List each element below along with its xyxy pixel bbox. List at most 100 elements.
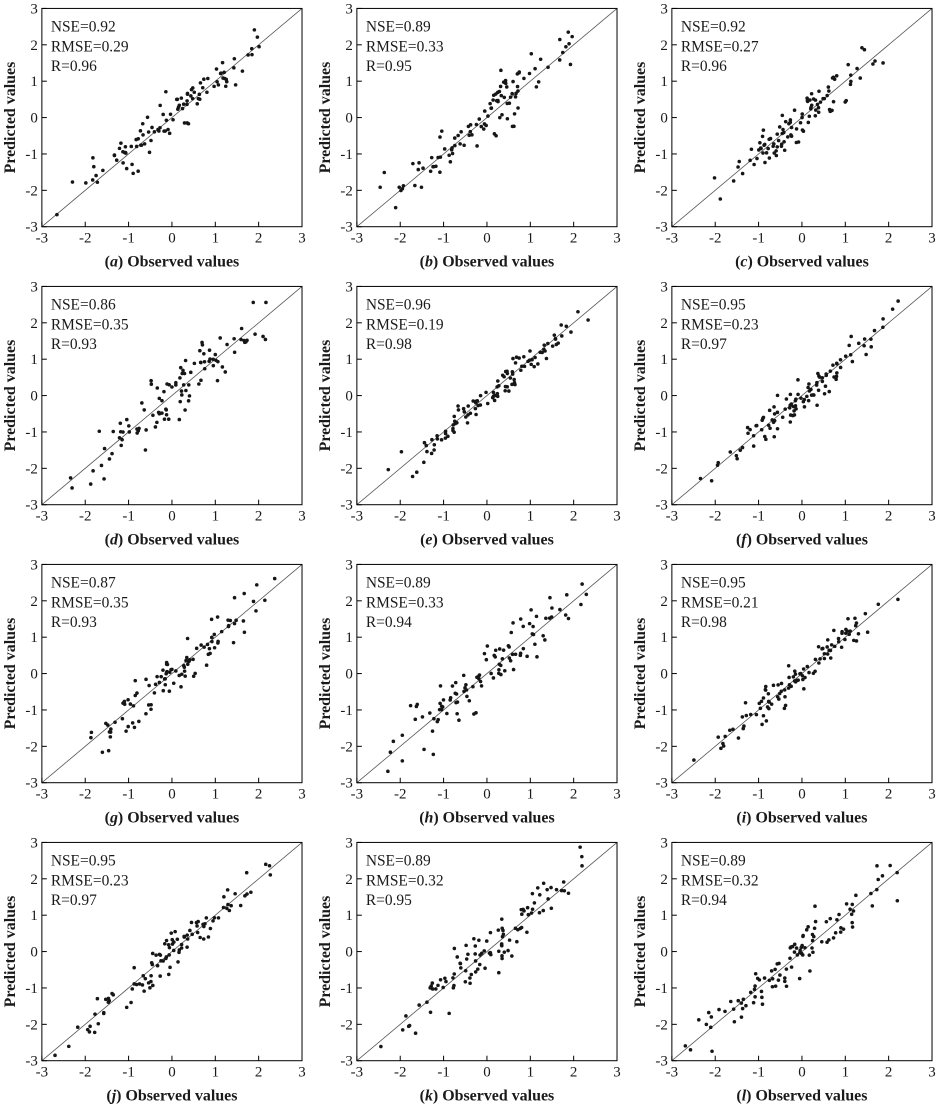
data-point [171, 117, 175, 122]
data-point [189, 920, 194, 925]
data-point [784, 967, 789, 971]
data-point [838, 930, 843, 934]
data-point [777, 125, 782, 129]
x-tick-label: -3 [666, 509, 678, 525]
data-point [552, 333, 557, 337]
data-point [186, 383, 191, 387]
y-tick-label: -2 [25, 183, 37, 199]
x-tick-label: 1 [527, 509, 534, 525]
data-point [501, 928, 505, 933]
data-point [528, 349, 532, 353]
data-point [775, 145, 780, 149]
data-point [238, 903, 243, 908]
data-point [147, 683, 151, 688]
data-point [827, 389, 832, 394]
data-point [856, 341, 861, 346]
data-point [219, 71, 223, 76]
x-tick-label: 1 [527, 1065, 534, 1081]
data-point [563, 613, 568, 617]
data-point [438, 684, 443, 688]
data-point [190, 96, 195, 101]
data-point [111, 429, 116, 434]
scatter-plot-c: -3 -2 -1 0 1 2 3 -3 -2 -1 0 1 2 3 NSE=0.92 RMSE=0.27 R=0… [632, 2, 936, 271]
data-point [775, 393, 780, 398]
data-point [775, 962, 780, 966]
data-point [791, 675, 796, 679]
data-point [809, 393, 814, 397]
data-point [538, 57, 543, 62]
data-point [822, 651, 827, 656]
data-point [239, 337, 243, 342]
data-point [831, 936, 836, 940]
data-point [549, 885, 553, 890]
data-point [580, 582, 584, 586]
data-point [812, 926, 817, 931]
data-point [500, 657, 505, 661]
data-point [438, 155, 443, 159]
data-point [834, 377, 838, 382]
data-point [429, 451, 434, 456]
data-point [163, 129, 168, 133]
data-point [495, 394, 500, 399]
scatter-plot-a: -3 -2 -1 0 1 2 3 -3 -2 -1 0 1 2 3 NSE=0.92 RMSE=0.29 R=0… [2, 2, 306, 271]
data-point [510, 91, 514, 96]
data-point [756, 148, 761, 152]
data-point [709, 1015, 714, 1019]
data-point [718, 197, 723, 201]
data-point [268, 873, 273, 877]
data-point [53, 1053, 57, 1058]
data-point [698, 476, 703, 481]
data-point [400, 759, 405, 763]
data-point [89, 735, 93, 740]
data-point [464, 415, 468, 419]
data-point [114, 158, 119, 163]
data-point [254, 609, 258, 613]
one-to-one-line [356, 842, 618, 1062]
data-point [816, 388, 821, 393]
y-tick-label: 3 [345, 836, 352, 851]
data-point [472, 712, 476, 716]
y-tick-label: -1 [25, 981, 37, 997]
data-point [164, 955, 169, 959]
data-point [195, 924, 199, 928]
data-point [55, 212, 59, 217]
y-tick-label: -3 [655, 498, 667, 514]
data-point [180, 393, 184, 397]
x-tick-label: -3 [36, 231, 48, 247]
data-point [512, 380, 517, 385]
scatter-panel-i: -3 -2 -1 0 1 2 3 -3 -2 -1 0 1 2 3 NSE=0.95 RMSE=0.21 R=0… [632, 558, 937, 832]
y-axis-label: Predicted values [2, 340, 19, 452]
data-point [441, 698, 446, 702]
data-point [501, 648, 506, 652]
data-point [748, 712, 753, 717]
data-point [66, 1044, 71, 1049]
data-point [546, 897, 550, 901]
data-point [132, 965, 136, 970]
x-tick-label: 0 [168, 1065, 175, 1081]
data-point [576, 309, 580, 314]
data-point [253, 332, 257, 336]
data-point [846, 616, 850, 621]
data-point [527, 621, 532, 626]
data-point [456, 133, 460, 138]
data-point [731, 727, 735, 732]
x-tick-label: 3 [613, 509, 620, 525]
data-point [198, 935, 202, 940]
data-point [92, 164, 96, 169]
data-point [497, 970, 501, 975]
data-point [509, 630, 514, 635]
data-point [567, 42, 571, 46]
data-point [497, 667, 501, 672]
data-point [244, 870, 249, 875]
data-point [192, 90, 197, 95]
data-point [185, 945, 189, 949]
data-point [185, 102, 189, 107]
data-point [179, 685, 183, 689]
y-tick-label: -1 [655, 147, 667, 163]
data-point [564, 45, 568, 49]
data-point [478, 393, 483, 398]
data-point [144, 677, 148, 682]
data-point [871, 62, 875, 66]
data-point [502, 950, 507, 954]
data-point [462, 689, 466, 694]
